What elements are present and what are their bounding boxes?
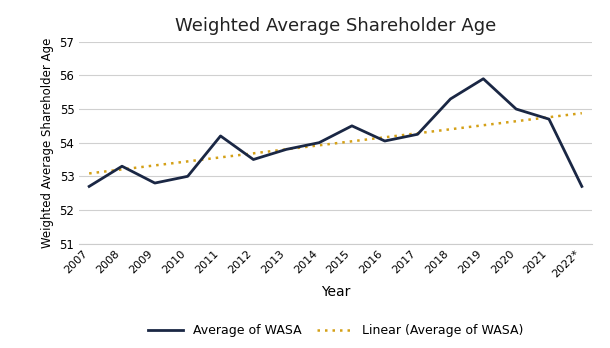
Legend: Average of WASA, Linear (Average of WASA): Average of WASA, Linear (Average of WASA… (143, 319, 528, 342)
Y-axis label: Weighted Average Shareholder Age: Weighted Average Shareholder Age (41, 38, 54, 248)
Title: Weighted Average Shareholder Age: Weighted Average Shareholder Age (175, 17, 496, 35)
X-axis label: Year: Year (321, 285, 350, 299)
